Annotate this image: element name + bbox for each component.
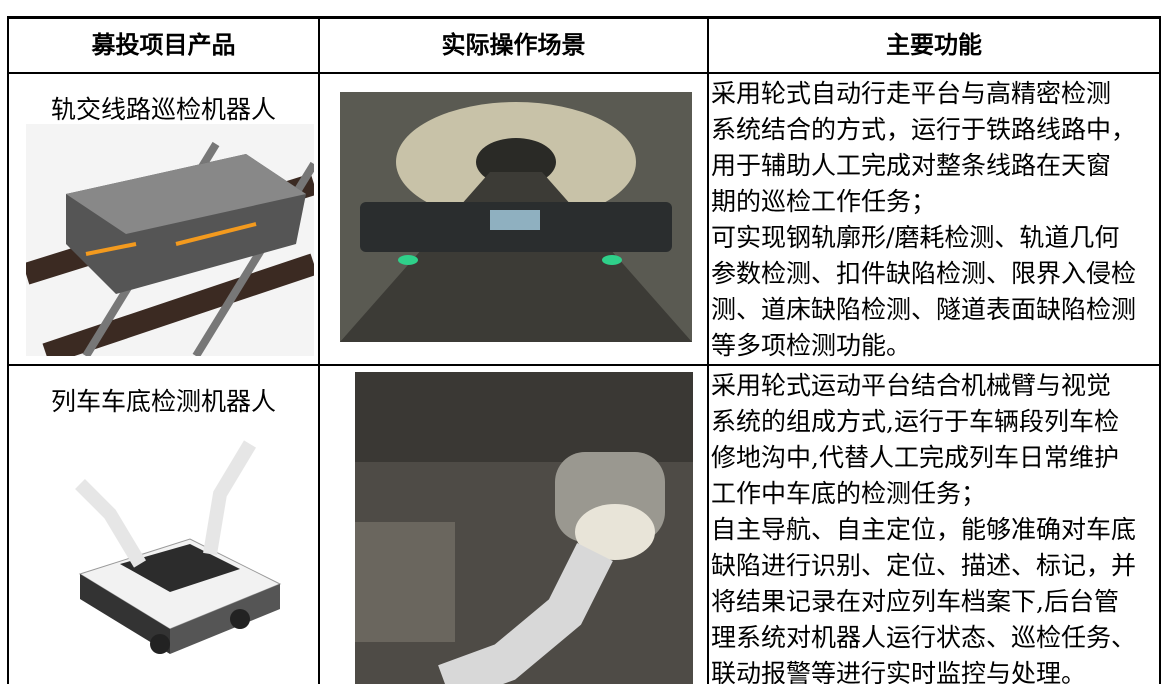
text-line: 修地沟中,代替人工完成列车日常维护 [711,443,1119,472]
text-line: 理系统对机器人运行状态、巡检任务、 [711,623,1137,652]
text-line: 测、道床缺陷检测、隧道表面缺陷检测 [711,295,1137,324]
text-line: 期的巡检工作任务； [711,187,937,216]
product-name: 轨交线路巡检机器人 [50,95,276,124]
text-line: 可实现钢轨廓形/磨耗检测、轨道几何 [711,223,1120,252]
text-line: 用于辅助人工完成对整条线路在天窗 [711,151,1112,180]
product-image [26,124,314,356]
text-line: 自主导航、自主定位，能够准确对车底 [711,515,1137,544]
text-line: 采用轮式自动行走平台与高精密检测 [711,79,1112,108]
text-line: 将结果记录在对应列车档案下,后台管 [711,587,1119,616]
function-text: 采用轮式自动行走平台与高精密检测 系统结合的方式，运行于铁路线路中， 用于辅助人工完… [711,76,1136,364]
text-line: 系统结合的方式，运行于铁路线路中， [711,115,1137,144]
header-cell: 主要功能 [886,30,982,59]
text-line: 联动报警等进行实时监控与处理。 [711,659,1087,684]
header-cell: 实际操作场景 [441,30,586,59]
text-line: 系统的组成方式,运行于车辆段列车检 [711,407,1119,436]
scene-image [355,372,693,684]
table-border [7,16,1161,19]
col-line [7,16,9,684]
scene-image [340,92,692,342]
text-line: 等多项检测功能。 [711,331,912,360]
text-line: 参数检测、扣件缺陷检测、限界入侵检 [711,259,1137,288]
text-line: 缺陷进行识别、定位、描述、标记，并 [711,551,1137,580]
row-line [7,364,1161,366]
row-line [7,72,1161,74]
col-line [707,16,709,684]
product-name: 列车车底检测机器人 [50,387,276,416]
text-line: 采用轮式运动平台结合机械臂与视觉 [711,371,1112,400]
col-line [318,16,320,684]
text-line: 工作中车底的检测任务； [711,479,987,508]
col-line [1159,16,1161,684]
function-text: 采用轮式运动平台结合机械臂与视觉 系统的组成方式,运行于车辆段列车检 修地沟中,代替… [711,368,1136,684]
header-cell: 募投项目产品 [91,30,236,59]
product-image [40,424,298,656]
